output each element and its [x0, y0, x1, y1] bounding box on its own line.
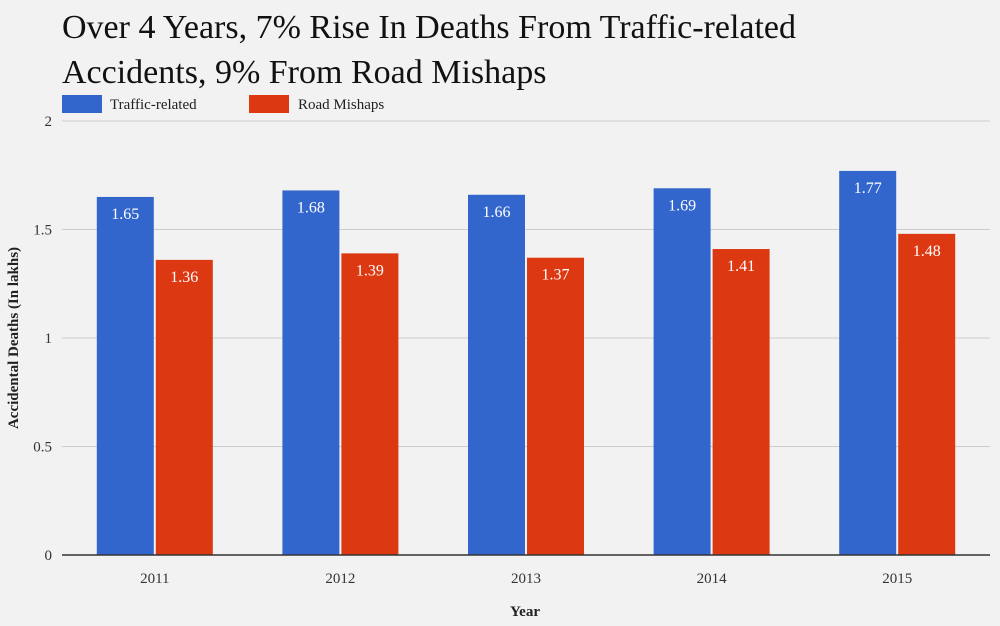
- bar: [527, 257, 584, 555]
- y-tick-label: 1.5: [33, 223, 52, 239]
- data-label: 1.39: [356, 262, 384, 279]
- data-label: 1.41: [727, 258, 755, 275]
- data-label: 1.68: [297, 199, 325, 216]
- legend-label-traffic-related: Traffic-related: [110, 97, 197, 113]
- legend-swatch-road-mishaps: [249, 95, 289, 113]
- data-label: 1.77: [854, 180, 882, 197]
- data-label: 1.36: [170, 269, 198, 286]
- gridlines: [62, 120, 990, 447]
- legend-swatch-traffic-related: [62, 95, 102, 113]
- bar: [155, 259, 213, 555]
- bar: [712, 249, 770, 555]
- x-axis-title: Year: [510, 604, 540, 620]
- bar: [653, 188, 711, 555]
- bar: [341, 253, 399, 555]
- x-tick-label: 2011: [140, 571, 169, 587]
- chart-title-line-2: Accidents, 9% From Road Mishaps: [62, 54, 546, 91]
- chart-title-line-1: Over 4 Years, 7% Rise In Deaths From Tra…: [62, 9, 796, 46]
- x-tick-label: 2013: [511, 571, 541, 587]
- y-axis: 0 0.5 1 1.5 2: [33, 114, 52, 564]
- bar: [282, 190, 340, 555]
- x-tick-label: 2014: [697, 571, 728, 587]
- bars: 1.65 1.36 1.68 1.39 1.66 1.37 1.69 1.41 1.77 1.48: [96, 170, 956, 555]
- data-label: 1.65: [111, 206, 139, 223]
- x-tick-label: 2015: [882, 571, 912, 587]
- y-tick-label: 2: [45, 114, 53, 130]
- legend-label-road-mishaps: Road Mishaps: [298, 97, 384, 113]
- y-tick-label: 0: [45, 548, 53, 564]
- data-label: 1.48: [913, 243, 941, 260]
- x-tick-label: 2012: [325, 571, 355, 587]
- data-label: 1.69: [668, 197, 696, 214]
- y-tick-label: 0.5: [33, 440, 52, 456]
- x-axis: 2011 2012 2013 2014 2015: [62, 554, 990, 587]
- data-label: 1.37: [542, 267, 570, 284]
- y-axis-title: Accidental Deaths (In lakhs): [6, 247, 22, 429]
- bar: [96, 196, 154, 555]
- bar: [468, 194, 525, 555]
- legend: Traffic-related Road Mishaps: [62, 95, 384, 113]
- data-label: 1.66: [483, 204, 511, 221]
- bar: [898, 233, 956, 555]
- bar: [839, 170, 897, 555]
- y-tick-label: 1: [45, 331, 53, 347]
